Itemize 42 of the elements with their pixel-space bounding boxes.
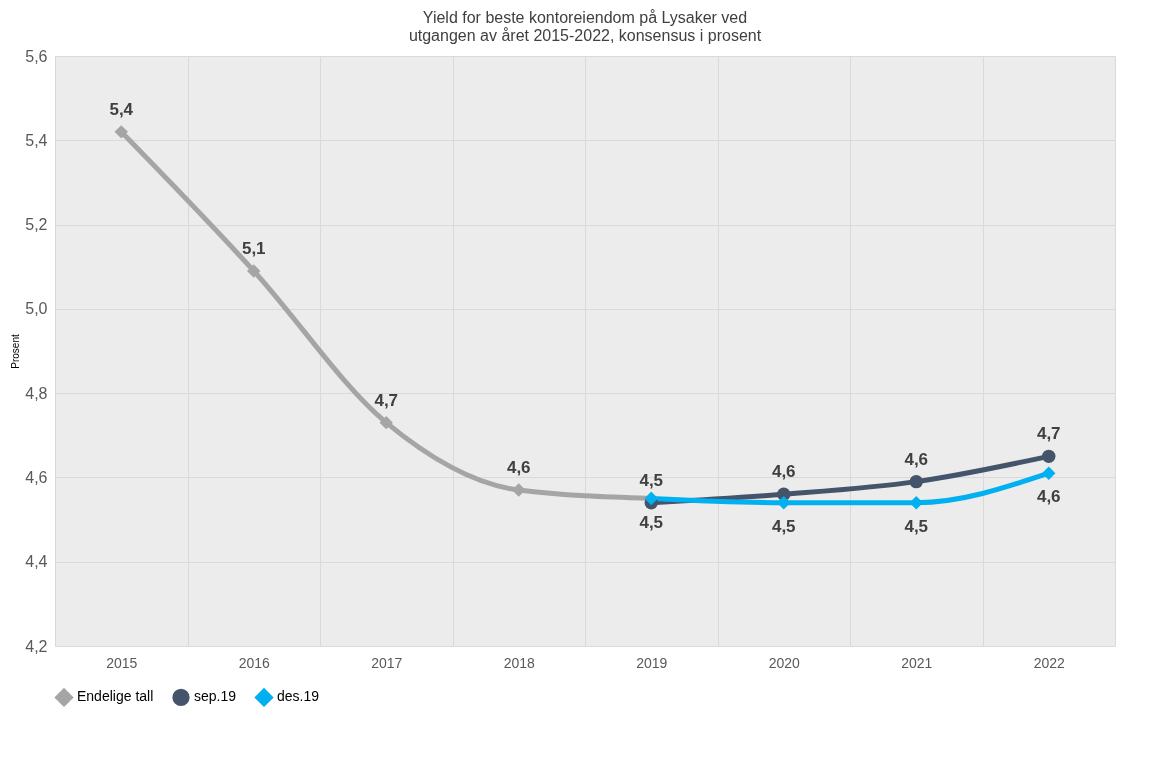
chart-title: Yield for beste kontoreiendom på Lysaker ved utgangen av året 2015-2022, konsensus i prosent [408,9,762,44]
y-tick-label: 4,6 [25,468,48,486]
y-tick-label: 4,2 [25,637,48,655]
y-axis-title: Prosent [10,334,22,369]
data-label: 5,4 [109,99,134,119]
y-tick-label: 5,0 [25,300,48,318]
x-tick-label: 2021 [901,654,933,671]
point [512,483,526,497]
data-label: 5,1 [241,238,266,258]
data-label: 4,5 [771,516,796,536]
data-label: 4,7 [374,390,399,410]
y-tick-label: 5,4 [25,131,48,149]
point [114,125,128,139]
legend-label: des.19 [277,688,320,705]
data-label: 4,7 [1036,424,1061,444]
data-label: 4,5 [904,516,929,536]
point [1042,449,1056,464]
legend-label: Endelige tall [77,688,154,705]
point [909,474,923,489]
legend-label: sep.19 [194,688,237,705]
point [379,415,393,430]
x-tick-label: 2022 [1033,654,1066,671]
x-tick-label: 2016 [238,654,271,671]
data-label: 4,6 [506,458,531,478]
data-label: 4,5 [639,512,664,532]
x-tick-label: 2019 [636,654,668,671]
data-label: 4,6 [904,449,929,469]
y-tick-label: 5,6 [25,47,48,65]
data-label: 4,6 [771,462,796,482]
x-tick-label: 2017 [371,654,403,671]
y-tick-label: 5,2 [25,216,48,234]
x-tick-label: 2015 [106,654,138,671]
point [1042,466,1056,480]
data-label: 4,6 [1036,487,1061,507]
y-tick-label: 4,4 [25,553,48,571]
x-tick-label: 2020 [768,654,801,671]
x-tick-label: 2018 [503,654,536,671]
point [247,264,261,278]
data-label: 4,5 [639,470,664,490]
point [909,496,923,510]
point [777,496,791,510]
y-tick-label: 4,8 [25,384,48,402]
